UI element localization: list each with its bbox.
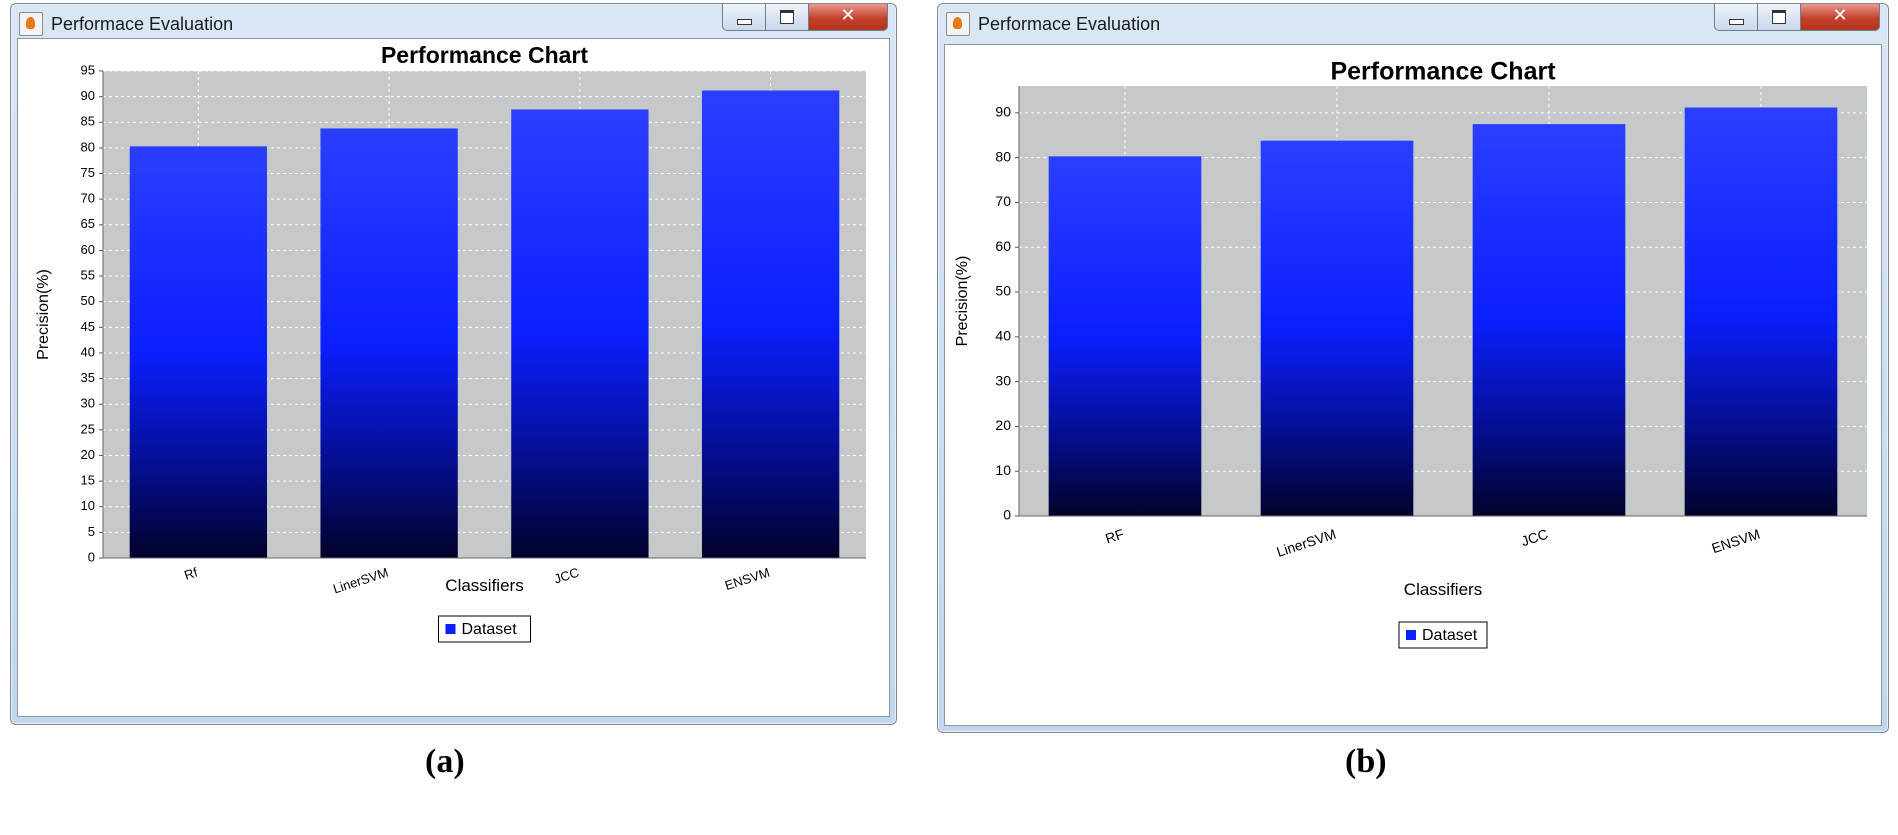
close-button[interactable]: ✕ — [808, 4, 888, 31]
y-tick-label: 30 — [81, 396, 95, 411]
window-title: Performace Evaluation — [978, 14, 1161, 34]
y-tick-label: 30 — [995, 372, 1011, 388]
minimize-button[interactable] — [1714, 4, 1758, 31]
y-tick-label: 40 — [81, 344, 95, 359]
bar-rf — [1048, 156, 1202, 516]
y-tick-label: 25 — [81, 421, 95, 436]
maximize-icon — [780, 10, 794, 24]
maximize-button[interactable] — [1757, 4, 1801, 31]
x-tick-label: LinerSVM — [1275, 526, 1338, 560]
y-tick-label: 60 — [81, 242, 95, 257]
x-tick-label: JCC — [552, 565, 581, 587]
bar-ensvm — [1684, 107, 1838, 516]
window-title: Performace Evaluation — [51, 14, 234, 34]
x-tick-label: RF — [1103, 526, 1126, 547]
y-tick-label: 15 — [81, 473, 95, 488]
subfigure-label-b: (b) — [1345, 743, 1387, 780]
window-controls: ✕ — [722, 4, 888, 34]
maximize-icon — [1772, 10, 1786, 24]
legend-swatch — [445, 624, 456, 634]
y-tick-label: 20 — [995, 417, 1011, 433]
bar-chart-a: Performance Chart 0 5 10 15 20 25 30 35 40 45 50 55 6… — [35, 42, 866, 643]
bar-jcc — [1472, 124, 1626, 517]
y-tick-label: 70 — [81, 191, 95, 206]
y-tick-label: 95 — [81, 62, 95, 77]
y-tick-label: 55 — [81, 267, 95, 282]
legend-label: Dataset — [462, 621, 518, 638]
bar-ensvm — [701, 90, 840, 559]
legend-label: Dataset — [1422, 627, 1478, 644]
window-a: Performace Evaluation ✕ Performance Char… — [10, 3, 897, 725]
y-tick-label: 20 — [81, 447, 95, 462]
bar-linersvm — [320, 128, 458, 558]
chart-panel: Performance Chart 0 5 10 15 20 25 30 35 40 45 50 55 6… — [17, 38, 890, 717]
y-tick-label: 80 — [81, 139, 95, 154]
maximize-button[interactable] — [765, 4, 809, 31]
y-tick-label: 5 — [88, 524, 95, 539]
chart-panel: Performance Chart 0 10 20 30 40 50 60 70 80 90 RF Li… — [944, 44, 1882, 726]
bar-rf — [129, 146, 268, 558]
y-tick-label: 10 — [995, 462, 1011, 478]
close-icon: ✕ — [1832, 5, 1848, 26]
close-button[interactable]: ✕ — [1800, 4, 1880, 31]
window-controls: ✕ — [1714, 4, 1880, 34]
legend: Dataset — [438, 615, 531, 643]
chart-title: Performance Chart — [381, 42, 588, 68]
y-tick-label: 0 — [88, 549, 95, 564]
chart-title: Performance Chart — [1330, 58, 1556, 86]
y-tick-label: 85 — [81, 114, 95, 129]
x-tick-label: JCC — [1519, 526, 1550, 550]
legend-swatch — [1406, 630, 1416, 640]
window-b: Performace Evaluation ✕ Performance Char… — [937, 3, 1889, 733]
y-tick-label: 60 — [995, 238, 1011, 254]
legend: Dataset — [1398, 621, 1488, 649]
bar-linersvm — [1260, 140, 1414, 516]
y-axis-label: Precision(%) — [35, 269, 52, 360]
x-axis-label: Classifiers — [1404, 580, 1482, 599]
y-tick-label: 10 — [81, 498, 95, 513]
x-tick-label: LinerSVM — [331, 565, 390, 597]
y-tick-label: 45 — [81, 319, 95, 334]
bar-chart-b: Performance Chart 0 10 20 30 40 50 60 70 80 90 RF Li… — [954, 58, 1867, 649]
minimize-icon — [737, 19, 752, 25]
y-tick-label: 70 — [995, 193, 1011, 209]
y-tick-label: 50 — [995, 283, 1011, 299]
x-tick-label: ENSVM — [723, 565, 772, 594]
x-tick-label: ENSVM — [1710, 526, 1762, 557]
subfigure-label-a: (a) — [425, 743, 465, 780]
minimize-button[interactable] — [722, 4, 766, 31]
y-tick-label: 40 — [995, 328, 1011, 344]
close-icon: ✕ — [840, 5, 856, 26]
y-tick-label: 35 — [81, 370, 95, 385]
y-axis-label: Precision(%) — [954, 256, 971, 347]
y-tick-label: 90 — [995, 104, 1011, 120]
y-tick-label: 90 — [81, 88, 95, 103]
minimize-icon — [1729, 19, 1744, 25]
y-tick-label: 0 — [1003, 507, 1011, 523]
java-app-icon — [946, 12, 970, 36]
y-tick-label: 50 — [81, 293, 95, 308]
bar-jcc — [511, 109, 649, 559]
y-tick-label: 65 — [81, 216, 95, 231]
x-tick-label: Rf — [182, 564, 199, 582]
x-axis-label: Classifiers — [445, 576, 523, 595]
java-app-icon — [19, 12, 43, 36]
y-tick-label: 80 — [995, 148, 1011, 164]
y-tick-label: 75 — [81, 165, 95, 180]
